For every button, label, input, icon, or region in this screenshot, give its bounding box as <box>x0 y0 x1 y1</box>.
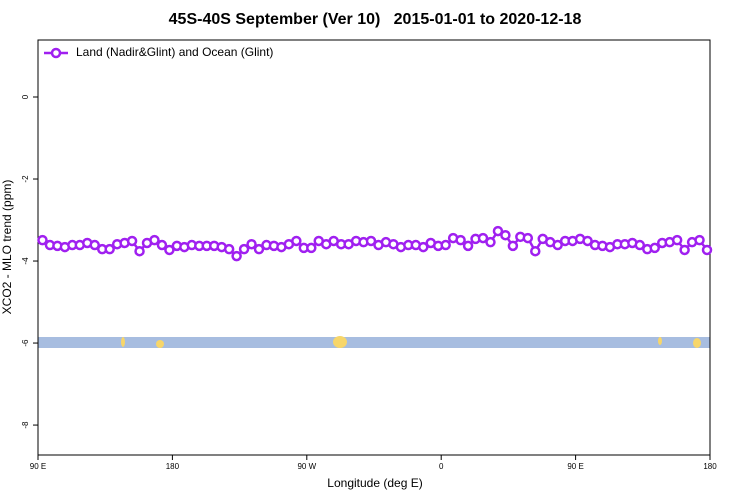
point <box>306 242 317 254</box>
legend-swatch-point <box>50 47 62 59</box>
y-tick-label: 0 <box>21 94 30 99</box>
point <box>223 243 235 255</box>
y-axis-label: XCO2 - MLO trend (ppm) <box>0 180 14 315</box>
point <box>500 229 511 241</box>
point <box>149 234 160 246</box>
point <box>246 238 257 250</box>
point <box>134 245 145 257</box>
land-patch <box>121 337 125 347</box>
point <box>231 250 242 262</box>
point <box>164 244 175 256</box>
legend-label: Land (Nadir&Glint) and Ocean (Glint) <box>76 45 273 59</box>
point <box>522 232 534 244</box>
point <box>156 239 168 251</box>
y-tick-label: -4 <box>21 257 30 265</box>
point <box>37 234 48 246</box>
point <box>679 244 690 256</box>
x-tick-label: 0 <box>439 462 444 471</box>
point <box>291 235 302 247</box>
point <box>701 244 713 256</box>
point <box>485 236 496 248</box>
point <box>455 234 466 246</box>
land-patch <box>693 338 701 348</box>
land-patch <box>156 340 164 348</box>
point <box>492 225 504 237</box>
point <box>440 239 451 251</box>
point <box>582 235 593 247</box>
ocean-strip <box>38 337 710 348</box>
point <box>365 235 377 247</box>
point <box>649 242 660 254</box>
y-tick-label: -8 <box>21 421 30 429</box>
point <box>552 239 563 251</box>
land-patch <box>658 337 662 345</box>
point <box>477 232 489 244</box>
chart-title: 45S-40S September (Ver 10) 2015-01-01 to… <box>169 11 582 28</box>
land-patch <box>333 336 347 348</box>
point <box>530 245 541 257</box>
point <box>126 235 138 247</box>
point <box>462 240 474 252</box>
point <box>89 239 100 251</box>
point <box>104 243 115 255</box>
x-axis-label: Longitude (deg E) <box>327 476 422 490</box>
x-tick-label: 180 <box>166 462 180 471</box>
x-tick-label: 90 E <box>30 462 46 471</box>
point <box>694 234 705 246</box>
point <box>238 243 250 255</box>
point <box>507 240 519 252</box>
point <box>418 241 429 253</box>
land-ocean-strip <box>38 336 710 348</box>
x-tick-label: 90 W <box>297 462 316 471</box>
x-tick-label: 90 E <box>567 462 583 471</box>
y-tick-label: -2 <box>21 175 30 183</box>
x-tick-label: 180 <box>703 462 717 471</box>
y-tick-label: -6 <box>21 339 30 347</box>
point <box>634 239 646 251</box>
point <box>253 243 265 255</box>
point <box>671 234 683 246</box>
